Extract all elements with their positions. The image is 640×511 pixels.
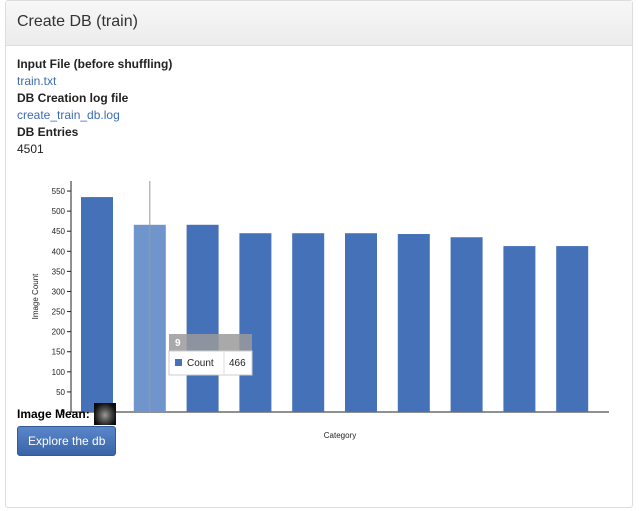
create-db-panel: Create DB (train) Input File (before shu…	[5, 0, 633, 508]
y-tick-label: 150	[52, 348, 66, 357]
image-mean-label: Image Mean:	[17, 406, 90, 421]
y-tick-label: 300	[52, 287, 66, 296]
log-file-link[interactable]: create_train_db.log	[17, 108, 120, 122]
y-tick-label: 200	[52, 328, 66, 337]
input-file-link[interactable]: train.txt	[17, 74, 57, 88]
y-tick-label: 100	[52, 368, 66, 377]
tooltip-swatch	[175, 359, 182, 366]
panel-title: Create DB (train)	[6, 1, 632, 46]
bar[interactable]	[397, 234, 430, 412]
bar[interactable]	[292, 233, 325, 412]
x-axis-label: Category	[324, 431, 356, 440]
tooltip-header-bg	[169, 334, 252, 351]
tooltip-title: 9	[175, 338, 181, 349]
bar[interactable]	[81, 197, 113, 412]
bar[interactable]	[450, 237, 483, 412]
y-tick-label: 400	[52, 247, 66, 256]
db-entries-label: DB Entries	[17, 125, 79, 139]
y-tick-label: 500	[52, 207, 66, 216]
y-axis-label: Image Count	[31, 273, 40, 320]
image-count-chart[interactable]: 0 50 100 150 200 250 300 350 400 450 500 550 Image …	[6, 171, 632, 446]
tooltip-series: Count	[187, 358, 214, 369]
y-tick-label: 250	[52, 308, 66, 317]
bar[interactable]	[345, 233, 377, 412]
y-tick-label: 50	[56, 388, 65, 397]
input-file-label: Input File (before shuffling)	[17, 57, 173, 71]
tooltip-body-bg	[168, 350, 253, 376]
image-mean-thumbnail[interactable]	[93, 403, 116, 425]
explore-db-button[interactable]: Explore the db	[17, 426, 117, 456]
image-mean-row: Image Mean:	[17, 403, 116, 425]
y-tick-label: 550	[52, 187, 66, 196]
bars	[81, 197, 589, 412]
y-tick-label: 350	[52, 267, 66, 276]
bar[interactable]	[503, 246, 536, 412]
bar[interactable]	[239, 233, 272, 412]
panel-body: Input File (before shuffling) train.txt …	[6, 46, 632, 168]
bar[interactable]	[556, 246, 589, 412]
chart-tooltip: 9 Count 466	[168, 334, 253, 376]
log-file-label: DB Creation log file	[17, 91, 129, 105]
y-tick-label: 0	[61, 408, 66, 417]
y-tick-label: 450	[52, 227, 66, 236]
db-entries-value: 4501	[17, 142, 44, 156]
bar[interactable]	[186, 224, 219, 412]
tooltip-value: 466	[229, 358, 246, 369]
